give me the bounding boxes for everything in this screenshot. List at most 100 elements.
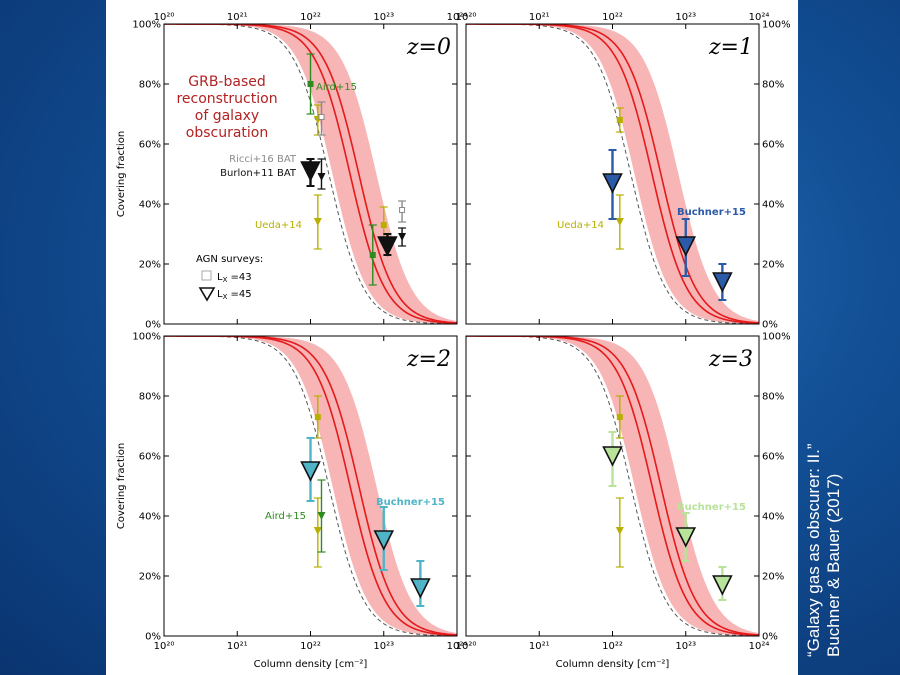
data-point-ueda_b [615, 497, 624, 568]
data-point-ueda_b [313, 194, 322, 250]
square-marker [616, 414, 623, 420]
x-tick-label-top: 10²⁴ [749, 12, 770, 23]
data-point-aird [306, 53, 315, 115]
redshift-label: z=1 [708, 35, 753, 60]
x-tick-label-bottom: 10²⁰ [456, 641, 477, 652]
side-caption-line2: Buchner & Bauer (2017) [824, 473, 843, 657]
small-triangle-marker [615, 527, 624, 535]
data-point-ricci_a [317, 101, 326, 136]
y-axis-label: Covering fraction [116, 443, 127, 529]
ricci-label: Ricci+16 BAT [229, 154, 297, 165]
x-tick-label-top: 10²⁴ [447, 12, 468, 23]
x-tick-label-bottom: 10²³ [373, 641, 394, 652]
x-tick-label-top: 10²³ [373, 12, 394, 23]
y-tick-label: 0% [762, 632, 778, 643]
panel-z0: 0% 20% 40% 60% 80% 100%10²⁰ 10²¹ 10²² 10²³ 10²⁴ z=… [116, 12, 467, 331]
data-point-buchner_a [300, 437, 321, 502]
x-tick-label-top: 10²² [300, 12, 321, 23]
large-triangle-marker [410, 578, 431, 599]
square-marker [380, 222, 387, 228]
panel-z1: 0% 20% 40% 60% 80% 100% 10²⁰ 10²¹ 10²² 10²³ 10²⁴ z=… [456, 12, 791, 331]
y-tick-label: 20% [762, 260, 784, 271]
aird-label: Aird+15 [316, 82, 357, 93]
redshift-label: z=2 [406, 347, 451, 372]
side-caption: “Galaxy gas as obscurer: II.” Buchner & … [804, 17, 892, 657]
legend-open-square [201, 270, 212, 281]
burlon-label: Burlon+11 BAT [220, 168, 297, 179]
covering-fraction-figure: 0% 20% 40% 60% 80% 100% 10²⁰ 10²¹ 10²² 10²³ 10²⁴ z=… [116, 12, 791, 670]
x-tick-label-bottom: 10²¹ [227, 641, 248, 652]
grb-label-line: GRB-based [188, 74, 266, 90]
x-tick-label-bottom: 10²¹ [529, 641, 550, 652]
y-tick-label: 100% [762, 332, 791, 343]
y-tick-label: 80% [762, 392, 784, 403]
x-tick-label-bottom: 10²⁰ [154, 641, 175, 652]
buchner-label: Buchner+15 [677, 207, 746, 218]
y-tick-label: 40% [762, 200, 784, 211]
y-tick-label: 40% [139, 200, 161, 211]
y-tick-label: 80% [139, 80, 161, 91]
x-tick-label-bottom: 10²⁴ [749, 641, 770, 652]
data-point-aird [317, 479, 326, 553]
y-tick-label: 0% [762, 320, 778, 331]
panel-z1-annotations: Ueda+14 Buchner+15 [557, 207, 746, 231]
data-point-ueda_b [615, 194, 624, 250]
large-triangle-marker [675, 527, 697, 548]
figure-panel: 0% 20% 40% 60% 80% 100% 10²⁰ 10²¹ 10²² 10²³ 10²⁴ z=… [106, 0, 798, 675]
large-triangle-marker [712, 575, 733, 596]
buchner-label: Buchner+15 [677, 502, 746, 513]
y-axis-label: Covering fraction [116, 131, 127, 217]
square-marker [307, 81, 314, 87]
large-triangle-marker [300, 461, 321, 482]
y-tick-label: 40% [762, 512, 784, 523]
agn-surveys-title: AGN surveys: [196, 254, 263, 265]
large-triangle-marker [300, 161, 321, 182]
large-triangle-marker [602, 446, 623, 467]
y-tick-label: 0% [145, 320, 161, 331]
x-tick-label-top: 10²⁰ [456, 12, 477, 23]
data-point-burlon_b [398, 227, 407, 247]
x-tick-label-top: 10²⁰ [154, 12, 175, 23]
data-point-buchner_a [602, 431, 623, 487]
y-tick-label: 20% [139, 572, 161, 583]
large-triangle-marker [675, 236, 697, 257]
x-axis-label: Column density [cm⁻²] [556, 659, 670, 670]
data-point-burlon_a [317, 158, 326, 190]
y-tick-label: 80% [139, 392, 161, 403]
data-point-ricci_b [398, 200, 407, 223]
redshift-label: z=3 [708, 347, 753, 372]
panel-z2-annotations: Aird+15 Buchner+15 [265, 497, 445, 522]
y-tick-label: 80% [762, 80, 784, 91]
data-point-ueda_a [615, 395, 624, 439]
large-triangle-marker [373, 530, 395, 551]
y-tick-label: 60% [762, 140, 784, 151]
data-point-ueda_a [615, 107, 624, 133]
plot-area [466, 24, 759, 324]
x-tick-label-bottom: 10²³ [675, 641, 696, 652]
data-point-ueda_a [313, 395, 322, 439]
side-caption-line1: “Galaxy gas as obscurer: II.” [804, 443, 823, 657]
y-tick-label: 100% [132, 332, 161, 343]
y-tick-label: 20% [139, 260, 161, 271]
small-triangle-marker [313, 218, 322, 226]
data-point-buchner_a [602, 149, 623, 220]
x-tick-label-bottom: 10²² [602, 641, 623, 652]
y-tick-label: 100% [762, 20, 791, 31]
data-point-buchner_b [675, 512, 697, 562]
data-point-buchner_c [712, 263, 733, 301]
x-tick-label-top: 10²¹ [227, 12, 248, 23]
data-point-aird_b [368, 224, 377, 286]
ueda-label: Ueda+14 [255, 220, 302, 231]
side-caption-text: “Galaxy gas as obscurer: II.” Buchner & … [804, 443, 844, 657]
small-triangle-marker [615, 218, 624, 226]
y-tick-label: 60% [139, 452, 161, 463]
x-tick-label-top: 10²² [602, 12, 623, 23]
small-triangle-marker [313, 527, 322, 535]
data-point-buchner_c [712, 566, 733, 601]
ueda-label: Ueda+14 [557, 220, 604, 231]
square-marker [314, 414, 321, 420]
y-tick-label: 60% [139, 140, 161, 151]
plot-area [164, 24, 457, 324]
small-triangle-marker [398, 233, 407, 241]
data-point-buchner_c [410, 560, 431, 607]
